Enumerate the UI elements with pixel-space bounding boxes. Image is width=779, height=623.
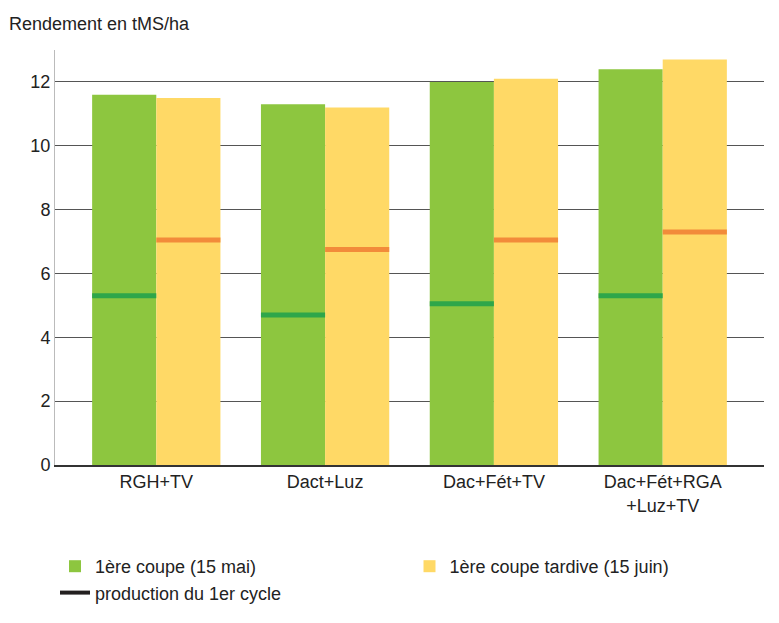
svg-text:Rendement en tMS/ha: Rendement en tMS/ha	[9, 14, 190, 34]
svg-text:production du 1er cycle: production du 1er cycle	[95, 584, 281, 604]
svg-text:10: 10	[30, 136, 50, 156]
svg-text:Dac+Fét+RGA+Luz+TV: Dac+Fét+RGA+Luz+TV	[604, 472, 722, 515]
svg-text:4: 4	[40, 328, 50, 348]
svg-text:Dact+Luz: Dact+Luz	[287, 472, 364, 492]
svg-text:12: 12	[30, 72, 50, 92]
svg-text:RGH+TV: RGH+TV	[120, 472, 194, 492]
svg-text:8: 8	[40, 200, 50, 220]
svg-text:Dac+Fét+TV: Dac+Fét+TV	[443, 472, 545, 492]
svg-text:1ère coupe (15 mai): 1ère coupe (15 mai)	[95, 557, 256, 577]
svg-text:0: 0	[40, 455, 50, 475]
svg-text:6: 6	[40, 264, 50, 284]
svg-text:2: 2	[40, 391, 50, 411]
svg-text:1ère coupe tardive (15 juin): 1ère coupe tardive (15 juin)	[450, 557, 669, 577]
